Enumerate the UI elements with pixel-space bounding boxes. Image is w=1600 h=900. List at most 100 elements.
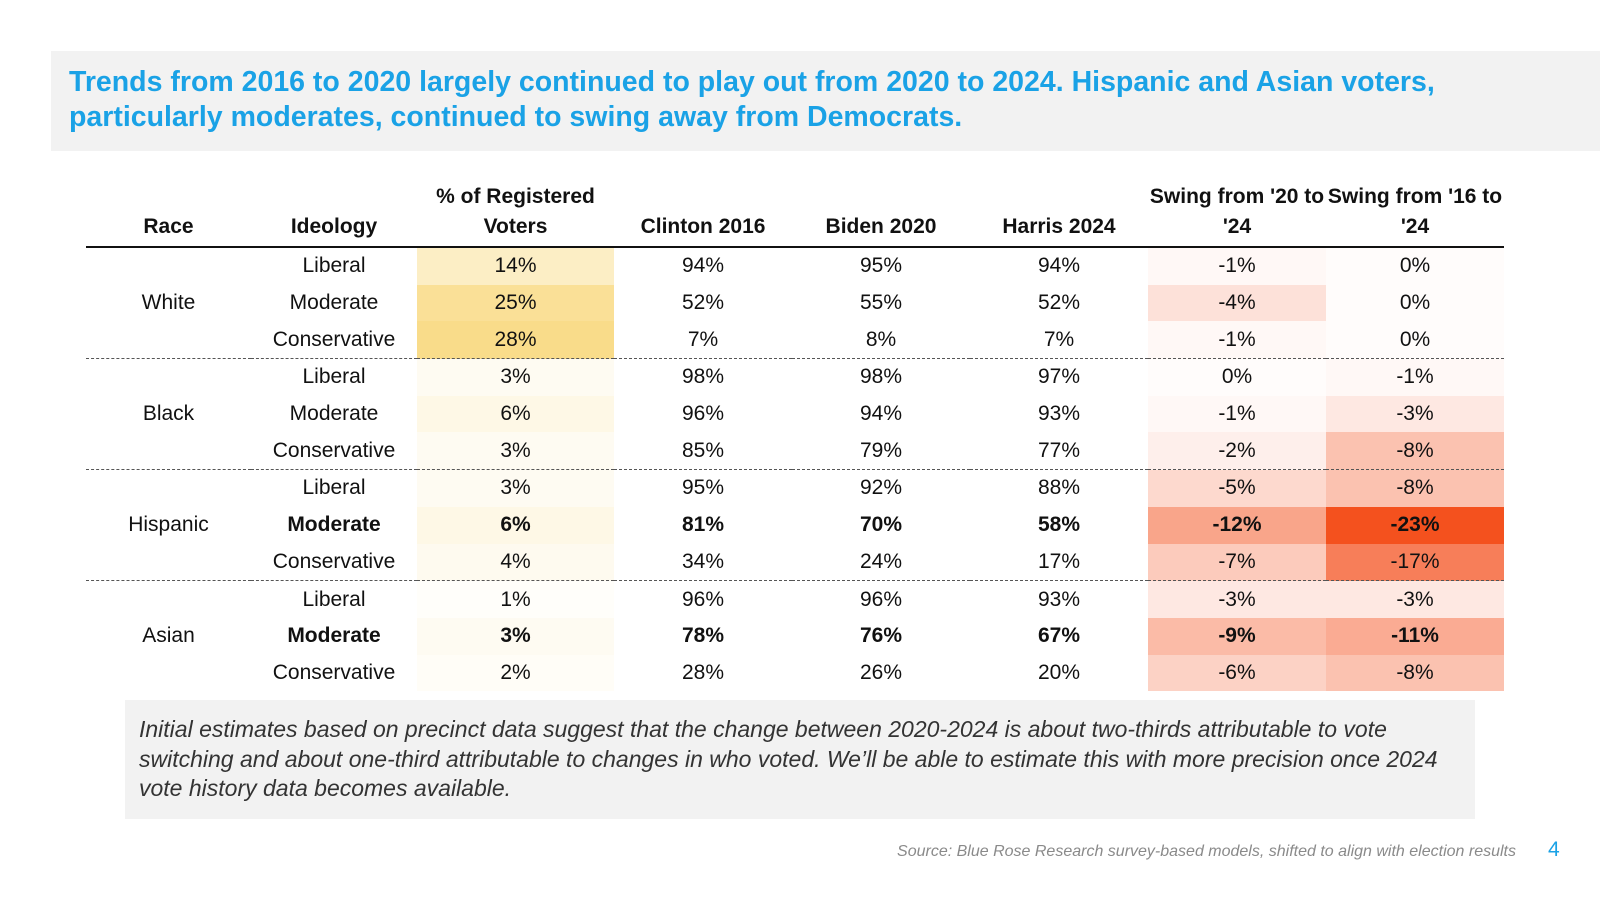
swing-20-24-cell: -1% xyxy=(1148,247,1326,285)
registered-cell: 14% xyxy=(417,247,614,285)
harris-cell: 52% xyxy=(1037,291,1081,315)
clinton-cell: 7% xyxy=(614,321,792,360)
registered-cell: 25% xyxy=(417,284,614,322)
header-registered: % of Registered Voters xyxy=(417,180,614,248)
biden-cell: 76% xyxy=(859,624,903,648)
clinton-cell: 95% xyxy=(681,476,725,500)
biden-cell: 24% xyxy=(792,543,970,582)
harris-cell: 17% xyxy=(970,543,1148,582)
registered-cell: 2% xyxy=(417,654,614,692)
ideology-cell: Liberal xyxy=(302,476,366,500)
registered-cell: 3% xyxy=(417,432,614,471)
harris-cell: 67% xyxy=(1037,624,1081,648)
table-row: Conservative 4% 34% 24% 17% -7% -17% xyxy=(86,543,1504,582)
note-box: Initial estimates based on precinct data… xyxy=(125,700,1475,819)
ideology-cell: Conservative xyxy=(272,660,396,684)
swing-20-24-cell: -1% xyxy=(1148,395,1326,433)
table-row: Conservative 3% 85% 79% 77% -2% -8% xyxy=(86,432,1504,471)
header-row: Race Ideology % of Registered Voters Cli… xyxy=(86,180,1504,248)
biden-cell: 26% xyxy=(859,660,903,684)
swing-16-24-cell: 0% xyxy=(1326,321,1504,360)
swing-20-24-cell: -4% xyxy=(1148,284,1326,322)
harris-cell: 77% xyxy=(970,432,1148,471)
clinton-cell: 96% xyxy=(681,402,725,426)
table-body: White Liberal 14% 94% 95% 94% -1% 0% Moderate 25%… xyxy=(86,247,1504,692)
table-row: Moderate 25% 52% 55% 52% -4% 0% xyxy=(86,284,1504,322)
biden-cell: 95% xyxy=(859,254,903,278)
swing-20-24-cell: -2% xyxy=(1148,432,1326,471)
results-table: Race Ideology % of Registered Voters Cli… xyxy=(86,180,1504,692)
registered-cell: 28% xyxy=(417,321,614,360)
swing-16-24-cell: 0% xyxy=(1326,247,1504,285)
table-row: Hispanic Liberal 3% 95% 92% 88% -5% -8% xyxy=(86,469,1504,582)
clinton-cell: 34% xyxy=(614,543,792,582)
harris-cell: 93% xyxy=(1037,402,1081,426)
harris-cell: 20% xyxy=(1037,660,1081,684)
swing-16-24-cell: 0% xyxy=(1326,284,1504,322)
harris-cell: 7% xyxy=(970,321,1148,360)
ideology-cell: Conservative xyxy=(251,321,417,360)
biden-cell: 92% xyxy=(859,476,903,500)
table-row: Conservative 2% 28% 26% 20% -6% -8% xyxy=(86,654,1504,692)
swing-16-24-cell: -1% xyxy=(1326,358,1504,396)
ideology-cell: Conservative xyxy=(251,432,417,471)
page-number: 4 xyxy=(1548,838,1560,861)
clinton-cell: 94% xyxy=(681,254,725,278)
clinton-cell: 85% xyxy=(614,432,792,471)
ideology-cell: Liberal xyxy=(302,365,366,389)
swing-20-24-cell: -1% xyxy=(1148,321,1326,360)
ideology-cell: Moderate xyxy=(289,402,379,426)
biden-cell: 98% xyxy=(859,365,903,389)
clinton-cell: 28% xyxy=(681,660,725,684)
registered-cell: 6% xyxy=(417,395,614,433)
ideology-cell: Moderate xyxy=(289,291,379,315)
header-ideology: Ideology xyxy=(251,180,417,248)
swing-20-24-cell: -3% xyxy=(1148,580,1326,618)
swing-20-24-cell: -5% xyxy=(1148,469,1326,507)
harris-cell: 58% xyxy=(1037,513,1081,537)
registered-cell: 6% xyxy=(417,506,614,544)
swing-16-24-cell: -23% xyxy=(1326,506,1504,544)
swing-20-24-cell: 0% xyxy=(1148,358,1326,396)
registered-cell: 4% xyxy=(417,543,614,582)
clinton-cell: 78% xyxy=(681,624,725,648)
biden-cell: 79% xyxy=(792,432,970,471)
swing-20-24-cell: -6% xyxy=(1148,654,1326,692)
biden-cell: 94% xyxy=(859,402,903,426)
biden-cell: 55% xyxy=(859,291,903,315)
race-cell: Hispanic xyxy=(86,469,251,582)
swing-16-24-cell: -17% xyxy=(1326,543,1504,582)
biden-cell: 8% xyxy=(792,321,970,360)
clinton-cell: 98% xyxy=(681,365,725,389)
ideology-cell: Moderate xyxy=(287,513,381,537)
swing-20-24-cell: -7% xyxy=(1148,543,1326,582)
clinton-cell: 81% xyxy=(681,513,725,537)
swing-20-24-cell: -9% xyxy=(1148,617,1326,655)
header-race: Race xyxy=(86,180,251,248)
header-biden-2020: Biden 2020 xyxy=(792,180,970,248)
race-cell: White xyxy=(86,247,251,360)
table-row: Moderate 6% 81% 70% 58% -12% -23% xyxy=(86,506,1504,544)
table-row: Conservative 28% 7% 8% 7% -1% 0% xyxy=(86,321,1504,360)
race-cell: Asian xyxy=(142,624,195,648)
registered-cell: 1% xyxy=(417,580,614,618)
registered-cell: 3% xyxy=(417,358,614,396)
header-swing-16-24: Swing from '16 to '24 xyxy=(1326,180,1504,248)
ideology-cell: Conservative xyxy=(251,543,417,582)
harris-cell: 97% xyxy=(1037,365,1081,389)
registered-cell: 3% xyxy=(417,617,614,655)
clinton-cell: 52% xyxy=(681,291,725,315)
swing-16-24-cell: -3% xyxy=(1326,580,1504,618)
methodology-note: Initial estimates based on precinct data… xyxy=(139,716,1438,801)
harris-cell: 94% xyxy=(1037,254,1081,278)
source-caption: Source: Blue Rose Research survey-based … xyxy=(897,843,1516,860)
clinton-cell: 96% xyxy=(681,587,725,611)
header-clinton-2016: Clinton 2016 xyxy=(614,180,792,248)
swing-16-24-cell: -3% xyxy=(1326,395,1504,433)
biden-cell: 70% xyxy=(859,513,903,537)
ideology-cell: Moderate xyxy=(287,624,381,648)
race-cell: Black xyxy=(86,358,251,471)
swing-16-24-cell: -11% xyxy=(1326,617,1504,655)
registered-cell: 3% xyxy=(417,469,614,507)
slide-title: Trends from 2016 to 2020 largely continu… xyxy=(69,66,1435,133)
